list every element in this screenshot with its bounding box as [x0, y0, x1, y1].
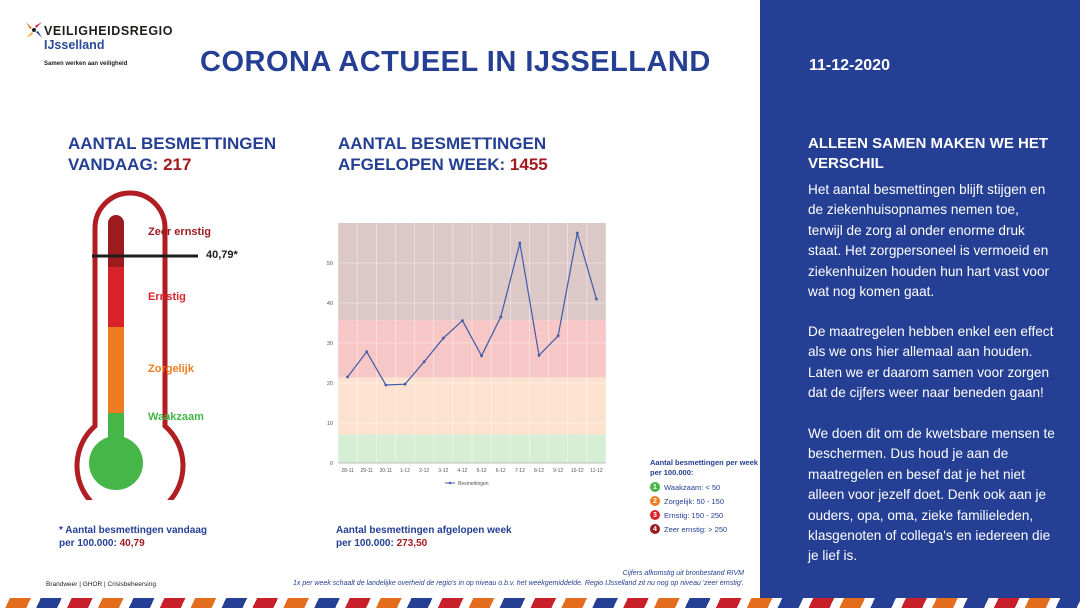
x-tick-label: 11-12 [590, 468, 603, 474]
x-tick-label: 8-12 [534, 468, 544, 474]
x-tick-label: 7-12 [515, 468, 525, 474]
logo-icon [26, 22, 42, 38]
data-point [403, 382, 407, 386]
y-tick-label: 40 [327, 301, 333, 307]
legend-item-label: Zorgelijk: 50 - 150 [664, 496, 725, 506]
tagline: Samen werken aan veiligheid [44, 61, 128, 67]
kpi-today-line2: VANDAAG: [68, 155, 159, 174]
legend-item-label: Ernstig: 150 - 250 [664, 510, 724, 520]
week-note-line1: Aantal besmettingen afgelopen week [336, 525, 512, 536]
x-tick-label: 5-12 [477, 468, 487, 474]
level-label-zeer-ernstig: Zeer ernstig [148, 226, 211, 238]
today-note-line1: * Aantal besmettingen vandaag [59, 525, 207, 536]
panel-paragraph-1: Het aantal besmettingen blijft stijgen e… [808, 182, 1050, 300]
y-tick-label: 50 [327, 261, 333, 267]
region-name: IJsselland [44, 38, 105, 52]
series-line [347, 232, 598, 386]
panel-heading: ALLEEN SAMEN MAKEN WE HET VERSCHIL [808, 135, 1048, 172]
x-tick-label: 9-12 [553, 468, 563, 474]
x-tick-label: 28-11 [341, 468, 354, 474]
source-line1: Cijfers afkomstig uit bronbestand RIVM [622, 570, 744, 577]
x-tick-label: 1-12 [400, 468, 410, 474]
logo: VEILIGHEIDSREGIO IJsselland Samen werken… [24, 18, 194, 72]
x-tick-label: 2-12 [419, 468, 429, 474]
data-point [441, 336, 445, 340]
data-point [595, 297, 598, 301]
data-point [461, 319, 464, 322]
page-title: CORONA ACTUEEL IN IJSSELLAND [200, 46, 711, 78]
level-label-ernstig: Ernstig [148, 291, 186, 303]
level-3-icon: 3 [650, 510, 660, 520]
legend-item: 4 Zeer ernstig: > 250 [650, 524, 758, 534]
kpi-today-heading: AANTAL BESMETTINGEN VANDAAG: 217 [68, 133, 276, 175]
kpi-week-line2: AFGELOPEN WEEK: [338, 155, 506, 174]
data-point [499, 315, 503, 319]
legend-item-label: Waakzaam: < 50 [664, 482, 721, 492]
y-tick-label: 30 [327, 341, 333, 347]
level-2-icon: 2 [650, 496, 660, 506]
org-name: VEILIGHEIDSREGIO [44, 24, 174, 38]
x-tick-label: 4-12 [457, 468, 467, 474]
legend-label: Besmettingen [458, 481, 489, 487]
thermometer: Zeer ernstig 40,79* Ernstig Zorgelijk Wa… [70, 190, 270, 500]
thermo-level-4-fill [108, 250, 124, 268]
y-tick-label: 10 [327, 421, 333, 427]
thermo-marker-label: 40,79* [206, 249, 238, 261]
x-tick-label: 29-11 [361, 468, 374, 474]
week-note-line2: per 100.000: [336, 538, 394, 549]
panel-paragraph-2: De maatregelen hebben enkel een effect a… [808, 324, 1054, 401]
today-per-100k-note: * Aantal besmettingen vandaag per 100.00… [59, 524, 207, 550]
data-point [480, 354, 483, 358]
legend-marker [448, 481, 452, 485]
data-point [346, 375, 349, 379]
infections-line-chart: 0 10 20 30 40 50 28-11 29-11 30-11 1-12 2-12 3-12 4-… [320, 215, 620, 490]
level-1-icon: 1 [650, 482, 660, 492]
level-label-waakzaam: Waakzaam [148, 411, 204, 423]
source-line2: 1x per week schaalt de landelijke overhe… [293, 579, 744, 587]
thermo-bulb [89, 436, 143, 490]
message-panel: 11-12-2020 ALLEEN SAMEN MAKEN WE HET VER… [760, 0, 1080, 598]
kpi-week-line1: AANTAL BESMETTINGEN [338, 134, 547, 153]
data-point [537, 354, 541, 357]
data-point [556, 334, 560, 338]
data-point [518, 241, 522, 245]
x-tick-label: 3-12 [438, 468, 448, 474]
data-point [575, 231, 579, 235]
legend-item: 3 Ernstig: 150 - 250 [650, 510, 758, 520]
kpi-today-value: 217 [163, 155, 192, 174]
data-point [365, 350, 369, 354]
legend-item: 2 Zorgelijk: 50 - 150 [650, 496, 758, 506]
thermometer-outline [74, 190, 186, 500]
panel-paragraph-3: We doen dit om de kwetsbare mensen te be… [808, 426, 1055, 564]
kpi-week-heading: AANTAL BESMETTINGEN AFGELOPEN WEEK: 1455 [338, 133, 548, 175]
y-tick-label: 20 [327, 381, 333, 387]
date-label: 11-12-2020 [809, 57, 890, 74]
thermo-level-1 [108, 413, 124, 443]
level-legend: Aantal besmettingen per week per 100.000… [650, 458, 758, 534]
today-note-line2: per 100.000: [59, 538, 117, 549]
x-tick-label: 10-12 [571, 468, 584, 474]
partners-text: Brandweer | GHOR | Crisisbeheersing [46, 581, 156, 588]
source-note: Cijfers afkomstig uit bronbestand RIVM 1… [293, 569, 744, 588]
x-tick-label: 30-11 [380, 468, 393, 474]
data-point [384, 383, 388, 387]
legend-title: Aantal besmettingen per week per 100.000… [650, 458, 758, 477]
thermo-level-2 [108, 327, 124, 413]
level-label-zorgelijk: Zorgelijk [148, 363, 194, 375]
kpi-week-value: 1455 [509, 155, 548, 174]
thermo-level-3 [108, 267, 124, 327]
data-point [422, 360, 426, 364]
decorative-stripe-border [0, 598, 1080, 608]
legend-item: 1 Waakzaam: < 50 [650, 482, 758, 492]
kpi-today-line1: AANTAL BESMETTINGEN [68, 134, 277, 153]
legend-item-label: Zeer ernstig: > 250 [664, 524, 728, 534]
x-tick-label: 6-12 [496, 468, 506, 474]
week-note-value: 273,50 [396, 538, 428, 549]
today-note-value: 40,79 [119, 538, 145, 549]
level-4-icon: 4 [650, 524, 660, 534]
week-per-100k-note: Aantal besmettingen afgelopen week per 1… [336, 524, 512, 550]
y-tick-label: 0 [330, 461, 333, 467]
